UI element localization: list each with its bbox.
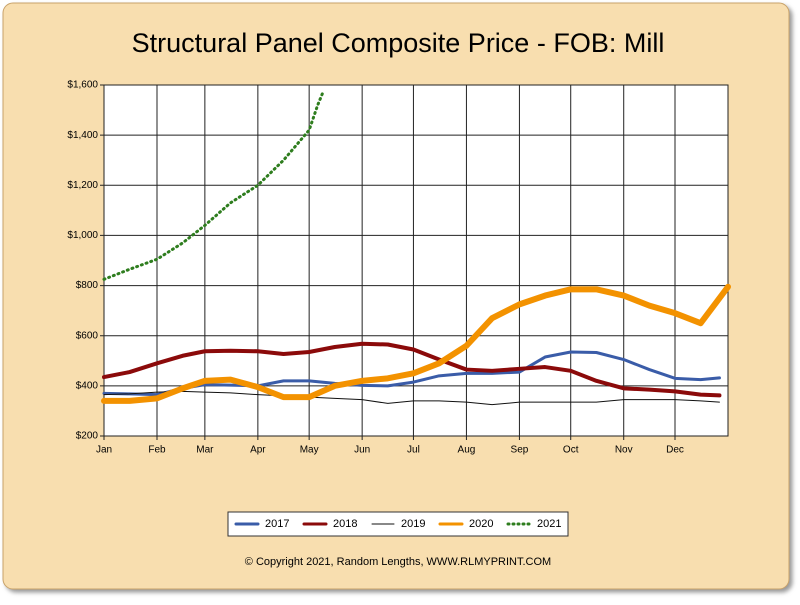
plot-border: [103, 84, 729, 437]
y-tick-label: $1,200: [67, 180, 98, 191]
x-tick-label: Dec: [666, 445, 684, 456]
x-tick-label: Aug: [458, 445, 476, 456]
y-tick-label: $1,600: [67, 80, 98, 91]
x-tick-label: Jun: [354, 445, 370, 456]
legend-box: [227, 511, 569, 537]
x-tick-label: May: [300, 445, 319, 456]
legend-label: 2020: [469, 518, 493, 530]
y-tick-label: $1,400: [67, 130, 98, 141]
legend-label: 2017: [265, 518, 289, 530]
series-line: [102, 350, 721, 397]
y-tick-label: $200: [76, 431, 99, 442]
series-line: [102, 91, 325, 281]
y-tick-label: $400: [76, 380, 99, 391]
source-note: © Copyright 2021, Random Lengths, WWW.RL…: [245, 556, 551, 568]
y-tick-label: $800: [76, 280, 99, 291]
chart-title: Structural Panel Composite Price - FOB: …: [132, 28, 665, 58]
series-line: [102, 341, 722, 398]
x-tick-label: Jul: [407, 445, 420, 456]
x-tick-label: Apr: [250, 445, 266, 456]
x-tick-label: Oct: [563, 445, 579, 456]
x-tick-label: Nov: [615, 445, 633, 456]
x-tick-label: Jan: [96, 445, 112, 456]
y-tick-label: $1,000: [67, 230, 98, 241]
legend-label: 2019: [401, 518, 425, 530]
x-tick-label: Feb: [148, 445, 166, 456]
legend-label: 2021: [537, 518, 561, 530]
series-line: [101, 283, 731, 404]
x-tick-label: Sep: [511, 445, 529, 456]
x-tick-label: Mar: [196, 445, 214, 456]
series-line: [103, 390, 720, 406]
y-tick-label: $600: [76, 330, 99, 341]
legend-label: 2018: [333, 518, 357, 530]
